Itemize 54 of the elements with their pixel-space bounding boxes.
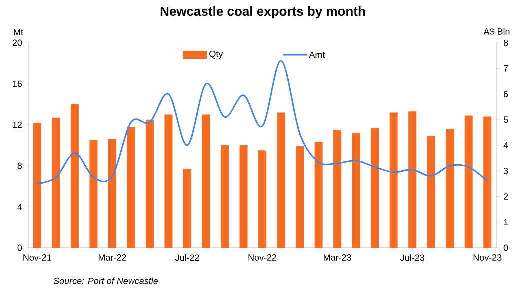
bar xyxy=(390,112,398,248)
x-tick-label: Mar-22 xyxy=(98,254,126,261)
bar xyxy=(33,122,42,248)
chart-title: Newcastle coal exports by month xyxy=(160,6,366,19)
y2-tick-label: 8 xyxy=(504,40,508,46)
y-tick-label: 8 xyxy=(18,162,22,170)
bar xyxy=(202,114,210,248)
bar xyxy=(296,146,304,248)
bar xyxy=(108,139,116,248)
bar xyxy=(371,128,380,248)
y2-tick-label: 2 xyxy=(504,194,508,200)
x-tick-label: Nov-23 xyxy=(474,254,502,261)
y2-tick-label: 1 xyxy=(504,219,508,226)
x-tick-label: Jul-22 xyxy=(175,254,200,262)
y-axis-title: Mt xyxy=(14,29,24,36)
y-tick-label: 16 xyxy=(13,80,22,88)
bar xyxy=(90,140,98,248)
bar xyxy=(240,146,248,248)
y-tick-label: 12 xyxy=(13,122,22,128)
bar xyxy=(427,136,436,248)
bar xyxy=(258,150,267,248)
legend-label: Amt xyxy=(309,52,326,58)
bar xyxy=(146,120,154,248)
bar xyxy=(70,104,79,248)
bar xyxy=(484,116,492,248)
bar xyxy=(164,114,173,248)
bar xyxy=(127,127,136,248)
y2-axis-title: A$ Bln xyxy=(484,28,510,36)
bar xyxy=(314,142,323,248)
y2-tick-label: 3 xyxy=(504,168,508,174)
y2-tick-label: 0 xyxy=(504,244,508,252)
bar xyxy=(446,129,454,248)
x-tick-label: Mar-23 xyxy=(324,254,352,261)
bar xyxy=(464,116,473,248)
x-tick-label: Jul-23 xyxy=(400,254,424,262)
x-tick-label: Nov-21 xyxy=(24,254,52,261)
bar xyxy=(408,112,417,248)
bar xyxy=(184,169,192,248)
source-note: Source: Port of Newcastle xyxy=(54,278,158,284)
bar xyxy=(52,118,60,248)
y2-tick-label: 6 xyxy=(504,91,508,98)
y2-tick-label: 7 xyxy=(504,66,508,72)
line-series xyxy=(36,60,488,185)
bar xyxy=(352,133,360,248)
y2-tick-label: 5 xyxy=(504,116,508,124)
bar xyxy=(277,112,286,248)
y2-tick-label: 4 xyxy=(504,142,508,149)
bar xyxy=(221,146,230,248)
y-tick-label: 20 xyxy=(12,40,22,46)
legend-label: Qty xyxy=(210,50,224,60)
y-tick-label: 4 xyxy=(18,204,22,210)
bar xyxy=(334,130,342,248)
x-tick-label: Nov-22 xyxy=(248,254,277,261)
y-tick-label: 0 xyxy=(18,244,22,252)
